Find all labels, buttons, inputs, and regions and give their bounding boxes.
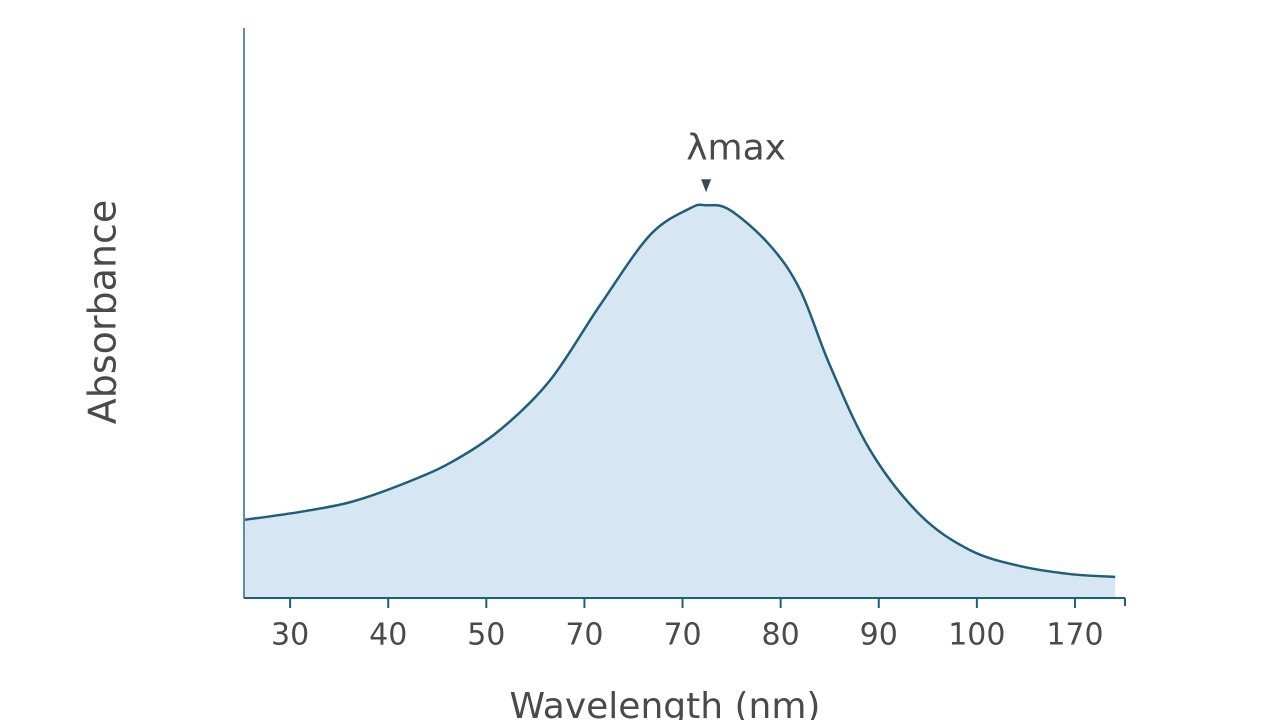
x-tick-label: 30 <box>271 618 309 653</box>
y-axis-label: Absorbance <box>81 200 125 425</box>
area-fill <box>244 204 1116 598</box>
annotation-arrow <box>701 179 712 193</box>
x-tick-label: 70 <box>565 618 603 653</box>
annotation: λmax <box>686 127 786 168</box>
x-axis-label: Wavelength (nm) <box>510 686 821 720</box>
x-tick-label: 50 <box>467 618 505 653</box>
x-tick-label: 70 <box>663 618 701 653</box>
x-tick-label: 90 <box>860 618 898 653</box>
x-tick-label: 100 <box>948 618 1005 653</box>
x-tick-label: 80 <box>762 618 800 653</box>
x-tick-label: 170 <box>1046 618 1103 653</box>
curve <box>243 203 1116 579</box>
x-tick-label: 40 <box>369 618 407 653</box>
